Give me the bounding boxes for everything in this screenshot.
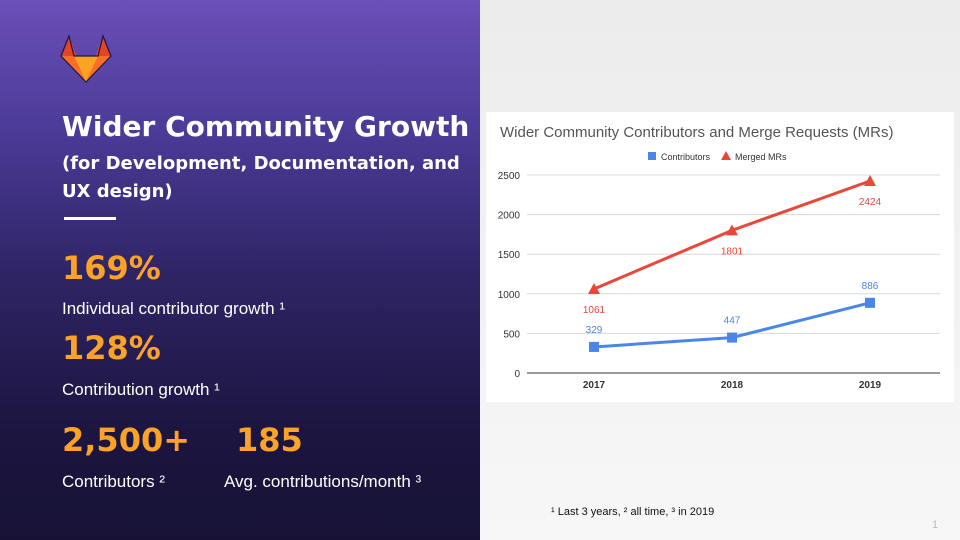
- legend-label: Contributors: [661, 152, 711, 162]
- chart-title: Wider Community Contributors and Merge R…: [500, 124, 894, 141]
- data-point: [727, 332, 737, 343]
- stat-value-contribution-growth: 128%: [62, 329, 161, 367]
- legend-marker: [721, 151, 731, 160]
- legend-label: Merged MRs: [735, 152, 787, 162]
- stat-value-avg-contributions: 185: [236, 421, 303, 459]
- data-label: 886: [862, 281, 879, 292]
- x-tick-label: 2017: [583, 380, 606, 391]
- stat-label-contribution-growth: Contribution growth ¹: [62, 380, 220, 399]
- stat-value-contributor-growth: 169%: [62, 249, 161, 287]
- data-point: [589, 341, 599, 352]
- data-point: [865, 297, 875, 308]
- data-point: [864, 175, 876, 187]
- stat-label-avg-contributions: Avg. contributions/month ³: [224, 472, 422, 491]
- data-label: 1801: [721, 246, 744, 257]
- line-chart: 0 500 1000 1500 2000 2500 2017 2018 2019 Contribu…: [498, 151, 940, 391]
- title-divider: [64, 217, 116, 220]
- x-tick-label: 2018: [721, 380, 744, 391]
- gitlab-tanuki-icon: [60, 34, 112, 83]
- slide-title: Wider Community Growth: [62, 110, 470, 143]
- data-label: 447: [724, 316, 741, 327]
- stat-value-contributors: 2,500+: [62, 421, 191, 459]
- data-label: 2424: [859, 197, 882, 208]
- y-tick-label: 2500: [498, 171, 521, 182]
- stat-label-contributor-growth: Individual contributor growth ¹: [62, 299, 286, 318]
- data-point: [588, 282, 600, 294]
- legend-marker: [648, 152, 656, 160]
- page-number: 1: [932, 519, 939, 531]
- data-point: [726, 224, 738, 236]
- x-tick-label: 2019: [859, 380, 882, 391]
- footnote: ¹ Last 3 years, ² all time, ³ in 2019: [551, 506, 715, 518]
- data-label: 1061: [583, 305, 606, 316]
- stat-label-contributors: Contributors ²: [62, 472, 165, 491]
- y-tick-label: 1500: [498, 250, 521, 261]
- data-label: 329: [586, 325, 603, 336]
- chart-container: Wider Community Contributors and Merge R…: [486, 112, 954, 402]
- y-tick-label: 1000: [498, 290, 521, 301]
- y-tick-label: 2000: [498, 211, 521, 222]
- slide-subtitle: (for Development, Documentation, and UX …: [62, 153, 460, 202]
- y-tick-label: 500: [503, 329, 520, 340]
- left-panel: Wider Community Growth (for Development,…: [0, 0, 480, 540]
- y-tick-label: 0: [514, 369, 520, 380]
